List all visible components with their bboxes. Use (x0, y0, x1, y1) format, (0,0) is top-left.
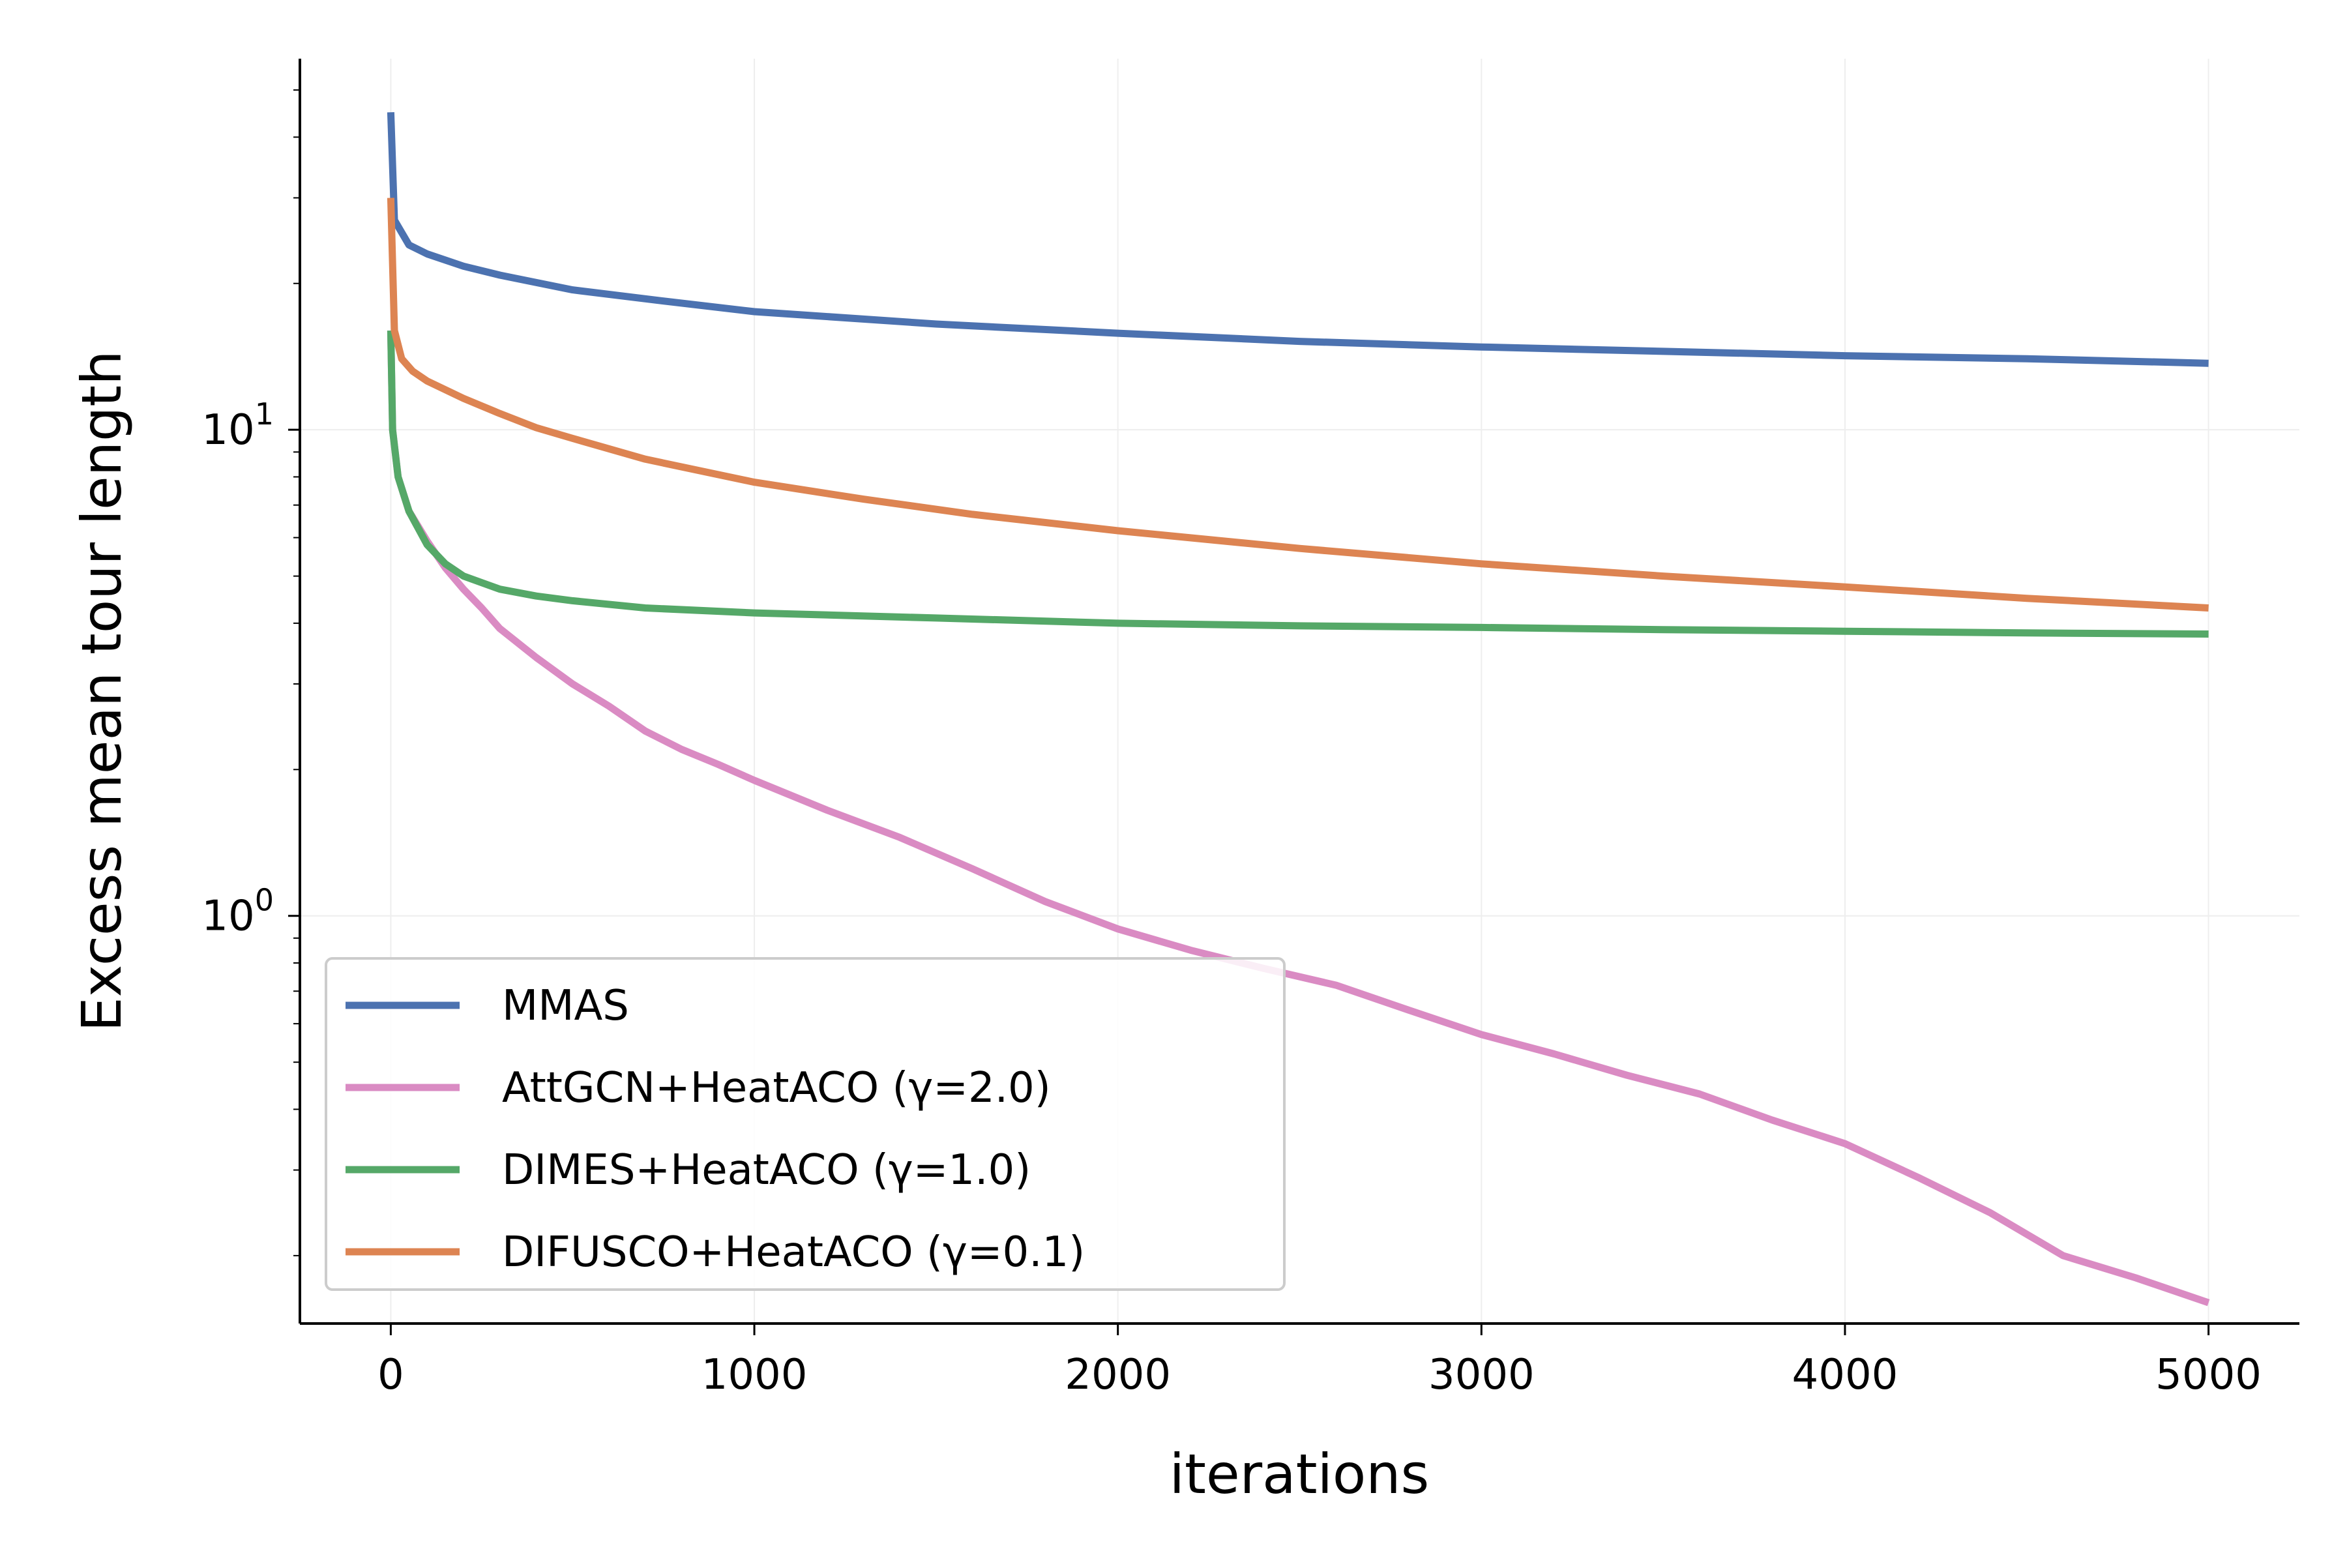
legend: MMAS AttGCN+HeatACO (γ=2.0) DIMES+HeatACO … (325, 957, 1286, 1291)
series-line-3 (387, 330, 2209, 638)
x-axis-title: iterations (1170, 1442, 1430, 1506)
legend-label-1: MMAS (502, 982, 629, 1030)
grid-layer (300, 59, 2299, 1324)
series-line-2 (387, 330, 2210, 1307)
x-ticks: 0 1000 2000 3000 4000 5000 (377, 1324, 2262, 1399)
legend-label-2: AttGCN+HeatACO (γ=2.0) (502, 1064, 1051, 1112)
x-tick-label: 0 (377, 1351, 404, 1399)
y-axis-title: Excess mean tour length (70, 351, 134, 1032)
legend-label-3: DIMES+HeatACO (γ=1.0) (502, 1146, 1031, 1194)
series-line-4 (387, 198, 2209, 612)
y-ticks: 100 101 (201, 89, 300, 1256)
series-line-1 (387, 112, 2209, 367)
axes-layer (299, 59, 2299, 1325)
series-layer (387, 112, 2210, 1307)
x-tick-label: 5000 (2155, 1351, 2262, 1399)
y-tick-label: 101 (201, 396, 274, 454)
legend-frame (325, 957, 1286, 1291)
y-tick-label: 100 (201, 883, 274, 941)
x-tick-label: 4000 (1792, 1351, 1898, 1399)
x-tick-label: 3000 (1428, 1351, 1535, 1399)
x-tick-label: 2000 (1065, 1351, 1171, 1399)
legend-label-4: DIFUSCO+HeatACO (γ=0.1) (502, 1228, 1085, 1277)
x-tick-label: 1000 (701, 1351, 808, 1399)
